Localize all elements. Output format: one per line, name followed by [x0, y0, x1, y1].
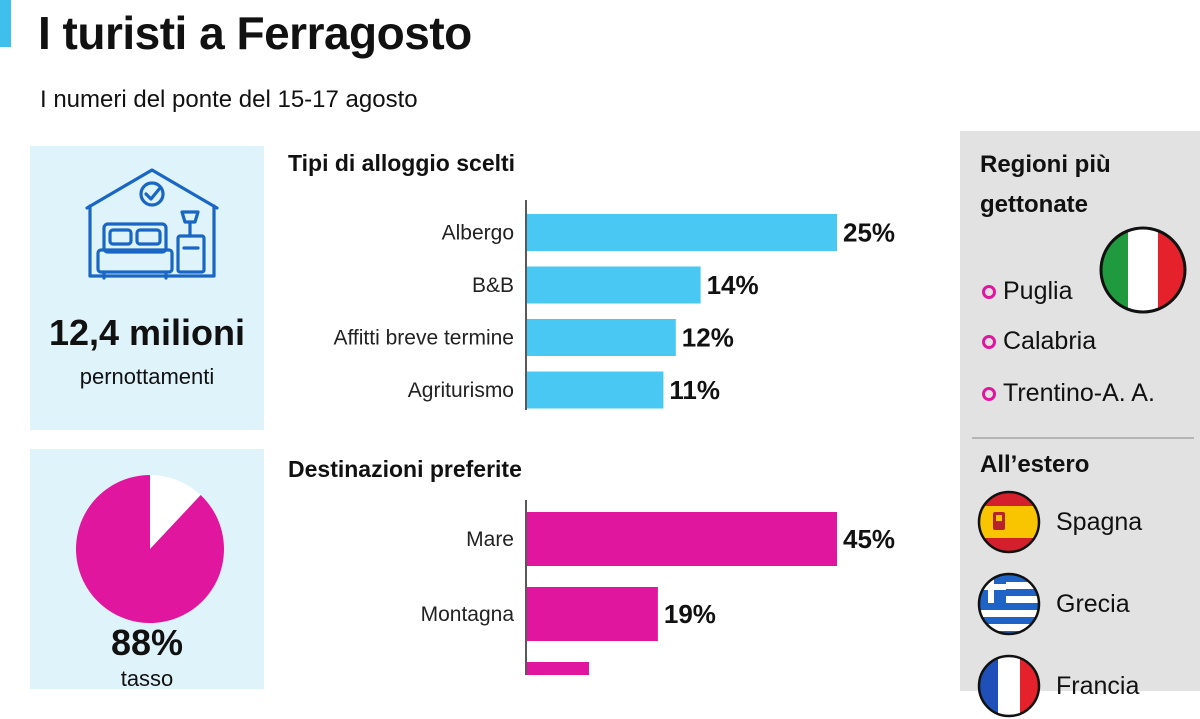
bullet-icon: [982, 334, 996, 349]
pie-icon: [75, 475, 224, 623]
bedroom-icon: [85, 168, 219, 280]
chart-category-label: Mare: [466, 528, 514, 551]
region-name: Puglia: [1003, 277, 1073, 305]
chart-accommodation: Albergo 25% B&B 14% Affitti breve termine 12%…: [333, 200, 895, 410]
chart-category-label: Albergo: [442, 222, 514, 245]
chart-value-label: 25%: [843, 218, 895, 248]
chart-bar: [527, 662, 589, 675]
overnights-label: pernottamenti: [79, 364, 215, 389]
chart-bar: [527, 371, 664, 409]
abroad-item-greece: Grecia: [976, 571, 1130, 637]
region-item-puglia: Puglia: [982, 277, 1073, 306]
chart-destinations: Mare 45% Montagna 19%: [421, 500, 895, 675]
spain-flag-icon: [977, 490, 1041, 554]
chart-bar: [527, 512, 837, 566]
country-name: Grecia: [1056, 589, 1130, 618]
country-name: Spagna: [1056, 507, 1143, 536]
pie-slice-main: [75, 475, 224, 623]
france-flag-icon: [977, 654, 1041, 718]
rate-label: tasso: [120, 666, 174, 691]
stat-panel-rate: 88% tasso: [30, 449, 264, 691]
greece-flag-icon: [977, 572, 1041, 636]
chart-category-label: Affitti breve termine: [333, 327, 514, 350]
chart-value-label: 14%: [707, 270, 759, 300]
abroad-item-spain: Spagna: [976, 489, 1142, 555]
chart-title-destinations: Destinazioni preferite: [288, 456, 522, 482]
accent-bar: [0, 0, 11, 47]
chart-bar: [527, 587, 658, 641]
regions-title: Regioni più gettonate: [980, 151, 1111, 218]
chart-title-accommodation: Tipi di alloggio scelti: [288, 150, 516, 176]
rate-value: 88%: [110, 622, 184, 663]
italy-flag-icon: [1099, 226, 1187, 314]
chart-value-label: 12%: [682, 323, 734, 353]
region-item-trentino: Trentino-A. A.: [982, 379, 1155, 408]
bullet-icon: [982, 386, 996, 401]
chart-value-label: 45%: [843, 524, 895, 554]
chart-category-label: B&B: [472, 274, 514, 297]
page-title: I turisti a Ferragosto: [38, 7, 472, 59]
abroad-item-france: Francia: [976, 653, 1139, 719]
divider: [972, 437, 1194, 439]
stat-panel-overnights: 12,4 milioni pernottamenti: [30, 146, 264, 430]
chart-bar: [527, 214, 837, 251]
bullet-icon: [982, 284, 996, 299]
chart-category-label: Agriturismo: [408, 379, 514, 402]
chart-value-label: 11%: [669, 375, 720, 405]
chart-bar: [527, 319, 676, 356]
side-panel: Regioni più gettonate Puglia Calabria Tr…: [960, 131, 1200, 718]
region-item-calabria: Calabria: [982, 327, 1096, 356]
country-name: Francia: [1056, 671, 1140, 700]
page-subtitle: I numeri del ponte del 15-17 agosto: [40, 86, 418, 113]
region-name: Trentino-A. A.: [1003, 379, 1155, 407]
abroad-title: All’estero: [980, 451, 1090, 478]
overnights-value: 12,4 milioni: [48, 312, 246, 353]
region-name: Calabria: [1003, 327, 1097, 355]
chart-value-label: 19%: [664, 599, 716, 629]
chart-category-label: Montagna: [421, 603, 515, 626]
chart-bar: [527, 266, 701, 304]
